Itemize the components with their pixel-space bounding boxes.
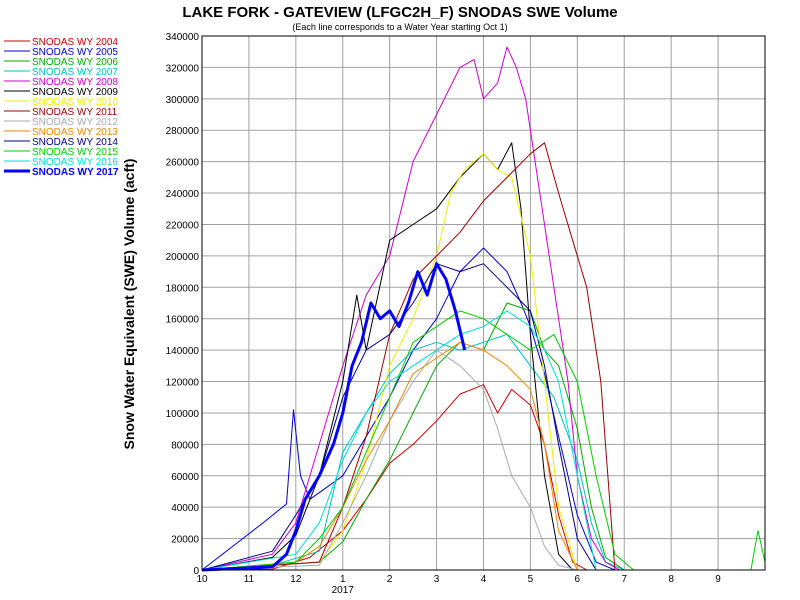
chart-subtitle: (Each line corresponds to a Water Year s… (292, 22, 507, 32)
y-tick-label: 80000 (171, 440, 199, 451)
legend-label: SNODAS WY 2016 (32, 157, 118, 168)
x-tick-label: 4 (481, 574, 487, 585)
y-tick-label: 340000 (166, 32, 200, 43)
legend-label: SNODAS WY 2009 (32, 87, 118, 98)
y-tick-label: 100000 (166, 409, 200, 420)
series-line-2013 (201, 341, 578, 571)
series-line-2016 (201, 310, 597, 571)
gridlines (201, 35, 765, 571)
y-tick-label: 20000 (171, 535, 199, 546)
x-tick-label: 8 (668, 574, 674, 585)
x-tick-label: 10 (196, 574, 208, 585)
y-tick-label: 160000 (166, 315, 200, 326)
series-line-2011 (201, 142, 616, 571)
plot-frame (201, 35, 766, 571)
legend-label: SNODAS WY 2015 (32, 147, 118, 158)
x-tick-label: 6 (575, 574, 581, 585)
series-line-2017 (201, 262, 467, 572)
series-line-2009 (201, 142, 573, 571)
legend-label: SNODAS WY 2013 (32, 127, 118, 138)
legend-label: SNODAS WY 2012 (32, 117, 118, 128)
x-tick-label: 9 (715, 574, 721, 585)
y-tick-label: 140000 (166, 346, 200, 357)
y-tick-label: 120000 (166, 378, 200, 389)
legend-label: SNODAS WY 2011 (32, 107, 118, 118)
y-tick-label: 60000 (171, 472, 199, 483)
y-tick-label: 180000 (166, 283, 200, 294)
x-tick-label: 1 (340, 574, 346, 585)
chart-title: LAKE FORK - GATEVIEW (LFGC2H_F) SNODAS S… (182, 4, 617, 21)
y-tick-label: 300000 (166, 95, 200, 106)
series-line-2010 (201, 153, 578, 571)
legend-label: SNODAS WY 2017 (32, 167, 119, 178)
y-tick-label: 220000 (166, 220, 200, 231)
y-tick-label: 0 (193, 566, 199, 577)
legend-label: SNODAS WY 2004 (32, 37, 118, 48)
series-line-2008 (201, 46, 620, 571)
y-tick-label: 240000 (166, 189, 200, 200)
y-tick-label: 200000 (166, 252, 200, 263)
series-line-2004 (201, 384, 587, 571)
x-tick-label: 5 (528, 574, 534, 585)
legend-label: SNODAS WY 2007 (32, 67, 118, 78)
legend-label: SNODAS WY 2006 (32, 57, 118, 68)
x-tick-label: 11 (244, 574, 255, 585)
x-tick-label: 2 (387, 574, 393, 585)
series-line-2012 (201, 349, 578, 571)
y-tick-label: 40000 (171, 503, 199, 514)
y-tick-labels: 0 20000 40000 60000 80000 100000 120000 140000 1… (166, 32, 200, 577)
x-tick-label: 3 (434, 574, 440, 585)
x-year-label: 2017 (332, 585, 355, 596)
legend-label: SNODAS WY 2010 (32, 97, 118, 108)
series-lines (201, 46, 766, 572)
y-tick-label: 280000 (166, 126, 200, 137)
legend-label: SNODAS WY 2014 (32, 137, 118, 148)
legend-label: SNODAS WY 2008 (32, 77, 118, 88)
x-tick-label: 7 (621, 574, 627, 585)
y-tick-label: 320000 (166, 63, 200, 74)
x-tick-label: 12 (290, 574, 302, 585)
series-line-2007 (201, 333, 625, 571)
y-tick-label: 260000 (166, 158, 200, 169)
legend-label: SNODAS WY 2005 (32, 47, 118, 58)
y-axis-label: Snow Water Equivalent (SWE) Volume (acft… (121, 159, 137, 450)
